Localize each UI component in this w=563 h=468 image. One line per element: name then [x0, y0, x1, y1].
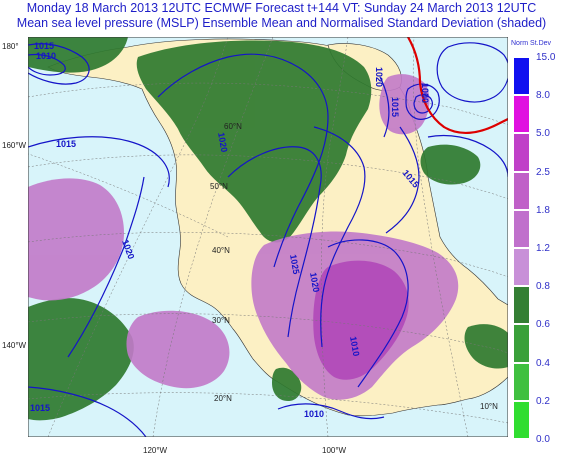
isobar-label: 1015 [56, 139, 76, 149]
legend-swatch [514, 325, 529, 362]
isobar-1010-nw [28, 53, 66, 76]
legend-swatch [514, 172, 529, 209]
meridian-140w [47, 37, 229, 437]
legend-swatch [514, 96, 529, 133]
shade-green-east [420, 144, 481, 185]
isobar-1025-center [227, 146, 322, 338]
isobar-1000-highlight [407, 37, 508, 134]
parallel-60n [28, 82, 508, 126]
lat-label: 50°N [210, 182, 228, 191]
mslp-map: 1015 1010 1015 1020 1015 1020 1025 1020 … [28, 37, 508, 437]
legend-level-label: 5.0 [536, 128, 550, 140]
meridian-120w [152, 37, 274, 437]
isobar-1020-north [157, 53, 329, 268]
isobar-high-east [436, 42, 508, 103]
isobar-low-ring-1 [405, 83, 440, 120]
isobar-label: 1000 [420, 83, 430, 103]
shade-purple-pacific [126, 310, 230, 389]
shade-green-north [136, 40, 372, 243]
isobar-label: 1010 [36, 51, 56, 61]
legend-swatch [514, 210, 529, 247]
legend-swatch [514, 401, 529, 438]
shade-purple-dark-center [313, 260, 409, 380]
parallel-30n [28, 313, 508, 354]
lat-label: 30°N [212, 316, 230, 325]
isobar-label: 1020 [308, 272, 321, 293]
shade-green-south [464, 324, 508, 369]
lon-label-100w: 100°W [322, 446, 347, 455]
lon-label-160w: 160°W [2, 141, 27, 150]
isobar-label: 1015 [30, 403, 50, 413]
legend-level-label: 0.8 [536, 281, 550, 293]
meridian-100w [320, 37, 349, 437]
isobar-label: 1015 [390, 97, 400, 117]
legend-swatch [514, 58, 529, 95]
legend-title: Norm St.Dev [511, 40, 552, 47]
legend-level-label: 0.6 [536, 319, 550, 331]
isobar-1020-center [313, 126, 366, 348]
parallel-20n [28, 392, 508, 424]
legend-level-label: 1.2 [536, 243, 550, 254]
isobar-1010-south [277, 403, 385, 420]
shade-green-coast [272, 367, 302, 401]
legend-level-label: 1.8 [536, 204, 550, 216]
shade-purple-west [28, 178, 124, 301]
parallel-50n [28, 154, 508, 200]
lon-label-180: 180° [2, 42, 19, 51]
legend-level-label: 2.5 [536, 166, 550, 178]
legend-level-label: 0.4 [536, 357, 550, 369]
legend-level-label: 15.0 [536, 52, 556, 63]
isobar-1010-center [327, 239, 409, 388]
isobar-1015-nw [28, 43, 90, 85]
isobar-1015-sw [28, 386, 147, 437]
isobar-1020-east [379, 76, 390, 138]
lon-label-140w: 140°W [2, 341, 27, 350]
legend-level-label: 8.0 [536, 90, 550, 102]
meridian-160w [28, 153, 229, 238]
legend-swatch [514, 287, 529, 324]
isobar-label: 1025 [288, 254, 301, 275]
title-line-1: Monday 18 March 2013 12UTC ECMWF Forecas… [26, 1, 537, 15]
lat-label: 60°N [224, 122, 242, 131]
isobar-1015-east [385, 126, 420, 234]
isobar-1020-west [67, 176, 145, 358]
isobar-label: 1010 [304, 409, 324, 419]
parallel-40n [28, 232, 508, 278]
lat-label: 20°N [214, 394, 232, 403]
isobar-label: 1010 [348, 336, 361, 357]
isobar-1015-west [28, 136, 170, 188]
legend-level-label: 0.2 [536, 395, 550, 407]
isobar-label: 1020 [216, 132, 229, 153]
title-line-2: Mean sea level pressure (MSLP) Ensemble … [16, 16, 547, 30]
legend-swatch [514, 249, 529, 286]
lon-label-120w: 120°W [143, 446, 168, 455]
legend-swatch [514, 134, 529, 171]
isobar-1015-far-east [427, 134, 508, 178]
lat-label: 40°N [212, 246, 230, 255]
legend-swatch [514, 363, 529, 400]
meridian-80w [412, 37, 469, 437]
isobar-label: 1015 [34, 41, 54, 51]
isobar-label: 1020 [374, 67, 384, 87]
lat-label: 10°N [480, 402, 498, 411]
legend-level-label: 0.0 [536, 434, 550, 445]
